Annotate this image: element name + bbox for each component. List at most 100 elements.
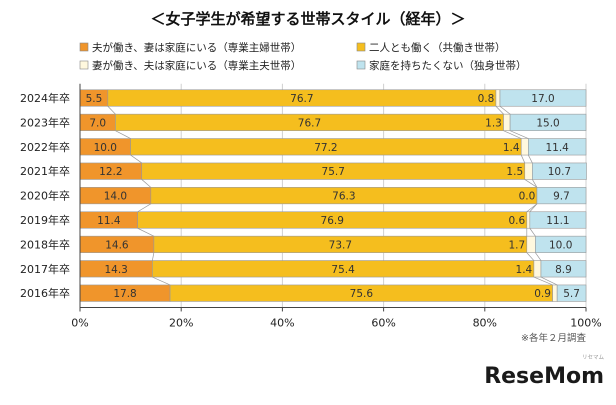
data-label: 17.0 <box>531 93 554 105</box>
data-label: 1.4 <box>516 264 533 276</box>
series-connector <box>503 130 522 139</box>
data-label: 14.3 <box>104 264 127 276</box>
legend-swatch <box>356 42 366 52</box>
bar-segment <box>509 113 587 131</box>
data-label: 1.4 <box>503 142 520 154</box>
data-label: 76.3 <box>332 191 355 203</box>
legend-label: 家庭を持ちたくない（独身世帯） <box>369 59 527 72</box>
data-label: 15.0 <box>536 117 559 129</box>
data-label: 10.7 <box>548 166 571 178</box>
legend-label: 二人とも働く（共働き世帯） <box>369 41 506 54</box>
data-label: 12.2 <box>99 166 122 178</box>
category-label: 2018年卒 <box>20 237 70 251</box>
data-label: 73.7 <box>329 239 352 251</box>
series-connector <box>532 179 538 188</box>
bar-segment <box>526 211 531 229</box>
data-label: 8.9 <box>555 264 572 276</box>
data-label: 77.2 <box>314 142 337 154</box>
series-connector <box>495 106 504 115</box>
category-label: 2022年卒 <box>20 140 70 154</box>
category-label: 2016年卒 <box>20 286 70 300</box>
data-label: 11.4 <box>545 142 569 154</box>
bar-segment <box>528 138 587 156</box>
series-connector <box>107 106 116 115</box>
data-label: 0.0 <box>519 191 536 203</box>
category-label: 2024年卒 <box>20 91 70 105</box>
data-label: 1.5 <box>506 166 523 178</box>
x-tick-label: 80% <box>473 316 497 329</box>
data-label: 14.6 <box>105 239 129 251</box>
series-connector <box>529 228 536 237</box>
series-connector <box>137 203 152 213</box>
series-connector <box>152 252 155 261</box>
series-connector <box>533 276 553 286</box>
series-connector <box>509 130 529 139</box>
x-tick-label: 20% <box>169 316 193 329</box>
data-label: 10.0 <box>549 239 572 251</box>
data-label: 9.7 <box>553 191 570 203</box>
series-connector <box>535 252 542 261</box>
data-label: 0.9 <box>534 288 551 300</box>
category-label: 2019年卒 <box>20 213 70 227</box>
series-connector <box>528 154 533 164</box>
series-connector <box>526 252 535 261</box>
data-label: 75.4 <box>331 264 355 276</box>
bar-segment <box>536 187 587 205</box>
data-label: 75.6 <box>350 288 374 300</box>
resemom-logo: ReseMom <box>484 364 604 389</box>
legend-swatch <box>356 60 366 70</box>
legend-label: 妻が働き、夫は家庭にいる（専業主夫世帯） <box>92 59 301 72</box>
bar-segment <box>524 162 533 180</box>
category-label: 2023年卒 <box>20 115 70 129</box>
bar-segment <box>526 235 536 253</box>
data-label: 11.1 <box>546 215 569 227</box>
series-connector <box>529 203 538 212</box>
series-connector <box>499 105 511 115</box>
bar-segment <box>495 89 501 107</box>
bar-segment <box>535 235 587 253</box>
bar-segment <box>533 260 542 278</box>
data-label: 5.7 <box>563 288 580 300</box>
footnote: ※各年２月調査 <box>521 332 586 344</box>
bar-segment <box>552 284 558 302</box>
x-tick-label: 100% <box>570 316 601 329</box>
chart-title: ＜女子学生が希望する世帯スタイル（経年）＞ <box>150 10 465 28</box>
category-label: 2020年卒 <box>20 189 70 203</box>
legend-swatch <box>79 42 89 52</box>
data-label: 0.6 <box>508 215 525 227</box>
bar-segment <box>529 211 587 229</box>
series-connector <box>526 203 538 213</box>
legend-swatch <box>79 60 89 70</box>
bar-segment <box>556 284 587 302</box>
resemom-logo-sub: リセマム <box>582 354 605 361</box>
category-label: 2017年卒 <box>20 262 70 276</box>
series-connector <box>524 179 538 188</box>
x-tick-label: 60% <box>371 316 395 329</box>
bar-segment <box>532 162 587 180</box>
data-label: 76.7 <box>290 93 313 105</box>
series-connector <box>152 276 171 286</box>
bar-segment <box>520 138 529 156</box>
data-label: 17.8 <box>113 288 136 300</box>
bar-segment <box>499 89 587 107</box>
category-label: 2021年卒 <box>20 164 70 178</box>
data-label: 1.7 <box>508 239 525 251</box>
data-label: 75.7 <box>322 166 345 178</box>
x-tick-label: 40% <box>270 316 294 329</box>
x-tick-label: 0% <box>71 316 88 329</box>
series-connector <box>130 154 142 164</box>
data-label: 76.7 <box>298 117 321 129</box>
data-label: 76.9 <box>321 215 344 227</box>
bar-segment <box>503 113 511 131</box>
data-label: 14.0 <box>104 191 127 203</box>
data-label: 5.5 <box>86 93 103 105</box>
data-label: 10.0 <box>94 142 117 154</box>
series-connector <box>141 179 152 188</box>
data-label: 0.8 <box>478 93 495 105</box>
data-label: 7.0 <box>89 117 106 129</box>
bar-segment <box>540 260 587 278</box>
data-label: 11.4 <box>97 215 121 227</box>
data-label: 1.3 <box>485 117 502 129</box>
